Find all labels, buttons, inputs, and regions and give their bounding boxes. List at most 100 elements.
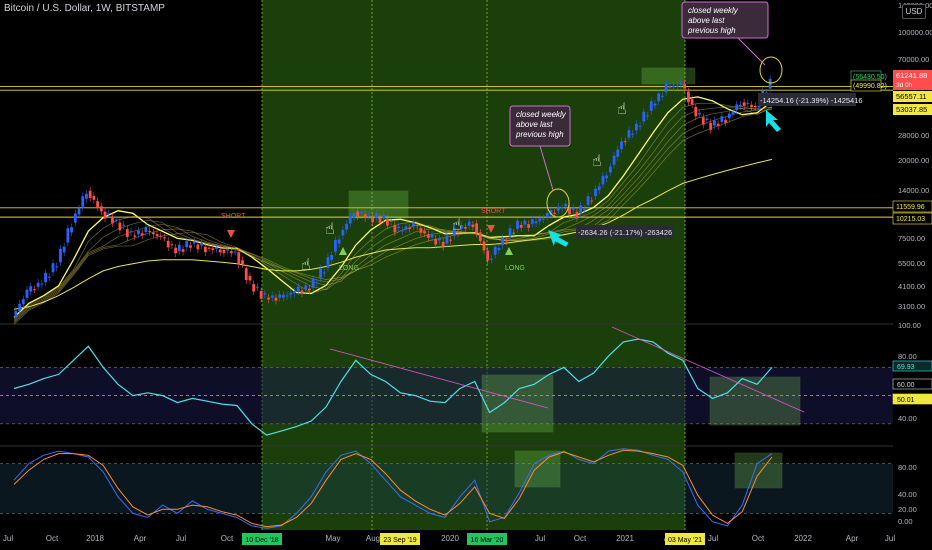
candle-body	[660, 95, 664, 97]
long-label: LONG	[505, 265, 525, 272]
candle-body	[750, 104, 753, 108]
candle-body	[229, 251, 233, 254]
candle-body	[597, 186, 601, 191]
candle-body	[51, 263, 55, 273]
candle-body	[601, 175, 605, 185]
candle-body	[727, 113, 731, 119]
thumbs-up-icon: ☝	[617, 99, 627, 118]
stoch-tick: 80.00	[898, 463, 917, 472]
candle-body	[538, 218, 542, 222]
short-marker	[487, 225, 495, 233]
candle-body	[367, 215, 371, 217]
range-box	[514, 450, 561, 488]
candle-body	[218, 249, 222, 253]
candle-body	[163, 237, 166, 239]
candle-body	[263, 293, 267, 295]
candle-body	[40, 283, 44, 285]
date-marker-bg	[242, 533, 282, 545]
ma-ribbon-line	[13, 107, 773, 322]
candle-body	[211, 248, 215, 250]
short-label: SHORT	[221, 213, 246, 220]
candle-body	[757, 105, 761, 108]
candle-body	[207, 247, 211, 249]
candle-body	[21, 299, 25, 305]
currency-button[interactable]: USD	[902, 4, 926, 19]
price-label-bg	[893, 91, 932, 102]
candle-body	[608, 166, 612, 173]
candle-body	[467, 221, 471, 226]
candle-body	[322, 272, 326, 274]
candle-body	[501, 238, 505, 246]
candle-body	[62, 246, 66, 253]
candle-body	[400, 230, 404, 232]
rsi-label: 69.93	[897, 364, 915, 371]
candle-body	[471, 224, 475, 228]
candle-body	[449, 239, 452, 241]
candle-body	[363, 214, 367, 218]
price-tick: 28000.00	[898, 131, 929, 140]
date-marker-bg	[467, 533, 507, 545]
candle-body	[241, 260, 244, 265]
candle-body	[125, 229, 129, 237]
price-tick: 20000.00	[898, 156, 929, 165]
candle-body	[441, 241, 445, 247]
candle-body	[237, 252, 241, 265]
price-tick: 100000.00	[898, 28, 932, 37]
candle-body	[255, 286, 259, 288]
x-tick: 2018	[86, 534, 104, 543]
candle-body	[705, 118, 709, 120]
candle-body	[289, 292, 293, 295]
candle-body	[96, 201, 100, 208]
candle-body	[534, 221, 538, 224]
candle-body	[493, 246, 497, 255]
price-label: 10215.03	[896, 216, 925, 223]
candle-body	[360, 211, 363, 213]
candle-body	[203, 246, 207, 253]
accumulation-zone	[262, 0, 487, 530]
candle-body	[627, 130, 631, 138]
candle-body	[582, 209, 586, 211]
candle-body	[709, 122, 713, 130]
candle-body	[55, 266, 59, 268]
callout-text: above last	[688, 16, 725, 25]
measure-label: -14254.16 (-21.39%) -1425416	[760, 96, 863, 105]
candle-body	[768, 79, 772, 89]
x-tick: Jul	[176, 534, 186, 543]
price-label: 56557.11	[896, 92, 927, 101]
candle-body	[698, 112, 701, 115]
candle-body	[189, 245, 192, 248]
price-label: 61241.88	[896, 71, 927, 80]
candle-body	[311, 278, 315, 288]
price-tick: 7500.00	[898, 234, 925, 243]
ma-ribbon-line	[13, 106, 773, 321]
stoch-tick: 40.00	[898, 490, 917, 499]
candle-body	[735, 104, 739, 111]
candle-body	[653, 103, 657, 106]
candle-body	[374, 213, 378, 218]
candle-body	[668, 86, 672, 88]
candle-body	[33, 289, 36, 291]
candle-body	[605, 175, 609, 179]
candle-body	[438, 238, 441, 241]
candle-body	[542, 218, 545, 220]
date-marker: 23 Sep '19	[383, 537, 416, 544]
candle-body	[753, 106, 757, 108]
candle-body	[144, 227, 148, 233]
price-tick: 70000.00	[898, 55, 929, 64]
candle-body	[274, 297, 278, 301]
range-box	[734, 452, 783, 489]
candle-body	[114, 219, 118, 221]
ma-ribbon-line	[13, 108, 773, 325]
highlight-circle	[546, 188, 570, 218]
x-tick: Oct	[574, 534, 587, 543]
candle-body	[657, 93, 661, 102]
candle-body	[233, 251, 237, 253]
candle-body	[107, 213, 111, 215]
candle-body	[579, 205, 583, 214]
rsi-label: 60.00	[897, 382, 915, 389]
candle-body	[129, 231, 133, 233]
candle-body	[430, 234, 434, 238]
candle-body	[159, 235, 163, 237]
candle-body	[174, 247, 178, 254]
